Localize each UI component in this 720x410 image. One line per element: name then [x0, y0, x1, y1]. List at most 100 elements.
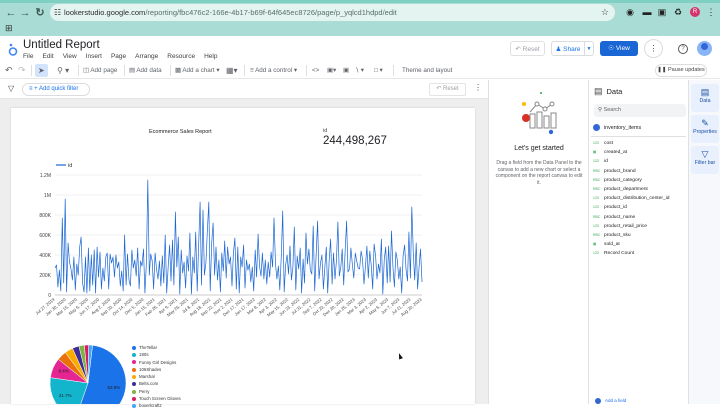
field-search-input[interactable]: ⚲ Search [594, 104, 686, 117]
reset-button[interactable]: ↶ Reset [510, 41, 545, 56]
add-person-icon: ♟ [555, 46, 564, 53]
theme-and-layout-button[interactable]: Theme and layout [402, 67, 453, 74]
field-item[interactable]: RBC product_name [593, 213, 670, 222]
scorecard-value[interactable]: 244,498,267 [323, 135, 387, 147]
field-item[interactable]: RBC product_brand [593, 167, 670, 176]
add-control-button[interactable]: ≡ Add a control ▾ [250, 67, 298, 74]
divider [393, 65, 394, 76]
legend-dot-icon [132, 389, 136, 394]
field-item[interactable]: RBC product_department [593, 185, 670, 194]
search-icon: ⚲ [598, 107, 604, 113]
rail-properties-button[interactable]: ✎ Properties [691, 115, 719, 143]
share-dropdown-button[interactable]: ▼ [584, 41, 594, 56]
field-item[interactable]: 123 product_distribution_center_id [593, 194, 670, 203]
undo-icon[interactable]: ↶ [5, 65, 13, 75]
bookmark-star-icon[interactable]: ☆ [600, 7, 609, 17]
rail-data-button[interactable]: ▤ Data [691, 84, 719, 112]
add-field-button[interactable]: Add a field [595, 398, 626, 404]
extension-book-icon[interactable]: ▣ [657, 7, 667, 17]
shape-icon[interactable]: □ ▾ [374, 67, 383, 74]
pie-chart[interactable]: 52.9% 21.7% 8.4% [38, 333, 128, 404]
embed-code-icon[interactable]: <> [312, 67, 320, 74]
pause-updates-button[interactable]: ❚❚ Pause updates [655, 64, 707, 77]
field-list: 123 cost ▦ created_at 123 id RBC product_brand R… [593, 139, 670, 259]
pie-legend-item[interactable]: Perry [132, 388, 181, 395]
field-item[interactable]: 123 product_retail_price [593, 222, 670, 231]
account-avatar[interactable] [697, 41, 712, 56]
pie-slice[interactable] [49, 377, 89, 404]
field-item[interactable]: ▦ created_at [593, 148, 670, 157]
filter-bar: ▽ ≡ + Add quick filter ↶ Reset ⋮ [0, 80, 488, 99]
view-button[interactable]: ☉ View [600, 41, 638, 56]
menu-edit[interactable]: Edit [42, 53, 54, 60]
pie-slice[interactable] [87, 344, 93, 384]
select-pointer-icon[interactable]: ➤ [35, 64, 48, 77]
line-series-id[interactable] [54, 179, 423, 295]
menu-arrange[interactable]: Arrange [135, 53, 159, 60]
add-page-button[interactable]: ◫ Add page [83, 67, 118, 74]
filter-icon: ▽ [701, 149, 709, 159]
field-item[interactable]: 123 Record Count [593, 249, 670, 258]
profile-icon[interactable]: R [690, 7, 700, 17]
redo-icon[interactable]: ↷ [18, 65, 26, 75]
menu-page[interactable]: Page [110, 53, 127, 60]
extension-record-icon[interactable]: ◉ [626, 7, 634, 17]
text-type-icon: RBC [593, 177, 601, 182]
divider [170, 65, 171, 76]
field-item[interactable]: 123 cost [593, 139, 670, 148]
filter-more-icon[interactable]: ⋮ [474, 83, 482, 92]
field-item[interactable]: RBC product_category [593, 176, 670, 185]
zoom-icon[interactable]: ⚲ ▾ [57, 66, 70, 75]
data-source-item[interactable]: inventory_items [593, 124, 641, 131]
image-icon[interactable]: ▣▾ [327, 67, 337, 74]
pie-legend-item[interactable]: 180s [132, 351, 181, 358]
extensions-puzzle-icon[interactable]: ♻ [673, 7, 683, 17]
pie-legend-item[interactable]: boxerlcraftz [132, 402, 181, 409]
site-info-icon[interactable]: ☷ [54, 8, 62, 17]
browser-more-icon[interactable]: ⋮ [706, 7, 716, 17]
apps-grid-icon[interactable]: ⊞ [5, 23, 13, 33]
share-button[interactable]: ♟ Share [551, 41, 584, 56]
text-box-icon[interactable]: ▣ [343, 67, 349, 74]
forward-icon[interactable]: → [19, 7, 31, 19]
filter-icon[interactable]: ▽ [8, 84, 15, 93]
pie-legend-item[interactable]: Marshal [132, 373, 181, 380]
menu-help[interactable]: Help [204, 53, 218, 60]
divider [78, 65, 79, 76]
back-icon[interactable]: ← [5, 7, 17, 19]
help-icon[interactable]: ? [678, 44, 688, 54]
field-item[interactable]: RBC product_sku [593, 231, 670, 240]
extension-keyboard-icon[interactable]: ▬ [642, 7, 652, 17]
divider [591, 136, 686, 137]
menu-insert[interactable]: Insert [85, 53, 102, 60]
field-item[interactable]: ▦ sold_at [593, 240, 670, 249]
pie-legend-item[interactable]: Belts.com [132, 380, 181, 387]
address-bar[interactable]: ☷ lookerstudio.google.com/reporting/fbc4… [50, 4, 615, 21]
divider [306, 65, 307, 76]
report-title[interactable]: Untitled Report [23, 39, 100, 51]
reload-icon[interactable]: ↻ [35, 7, 45, 19]
community-viz-icon[interactable]: ▦▾ [226, 66, 238, 75]
rail-filter-bar-button[interactable]: ▽ Filter bar [691, 146, 719, 174]
add-data-button[interactable]: ▤ Add data [129, 67, 162, 74]
line-icon[interactable]: ∖ ▾ [355, 67, 364, 74]
data-panel: ▤ Data ⚲ Search inventory_items 123 cost ▦ c… [588, 80, 688, 404]
number-type-icon: 123 [593, 251, 599, 256]
pie-legend-item[interactable]: TheTellar [132, 344, 181, 351]
add-quick-filter-button[interactable]: ≡ + Add quick filter [22, 83, 90, 96]
pie-legend-item[interactable]: 106Shades [132, 366, 181, 373]
field-item[interactable]: 123 id [593, 157, 670, 166]
pie-legend-item[interactable]: Funny Girl Designs [132, 359, 181, 366]
filter-reset-button[interactable]: ↶ Reset [429, 83, 466, 96]
menu-file[interactable]: File [23, 53, 34, 60]
report-heading-text[interactable]: Ecommerce Sales Report [149, 129, 212, 135]
field-item[interactable]: 123 product_id [593, 203, 670, 212]
menu-view[interactable]: View [62, 53, 77, 60]
menu-resource[interactable]: Resource [167, 53, 196, 60]
more-options-button[interactable]: ⋮ [644, 39, 663, 58]
pie-slice[interactable] [75, 344, 127, 404]
pie-legend-item[interactable]: Touch Screen Gloves [132, 395, 181, 402]
legend-dot-icon [132, 367, 136, 372]
add-chart-button[interactable]: ▩ Add a chart ▾ [175, 67, 220, 74]
